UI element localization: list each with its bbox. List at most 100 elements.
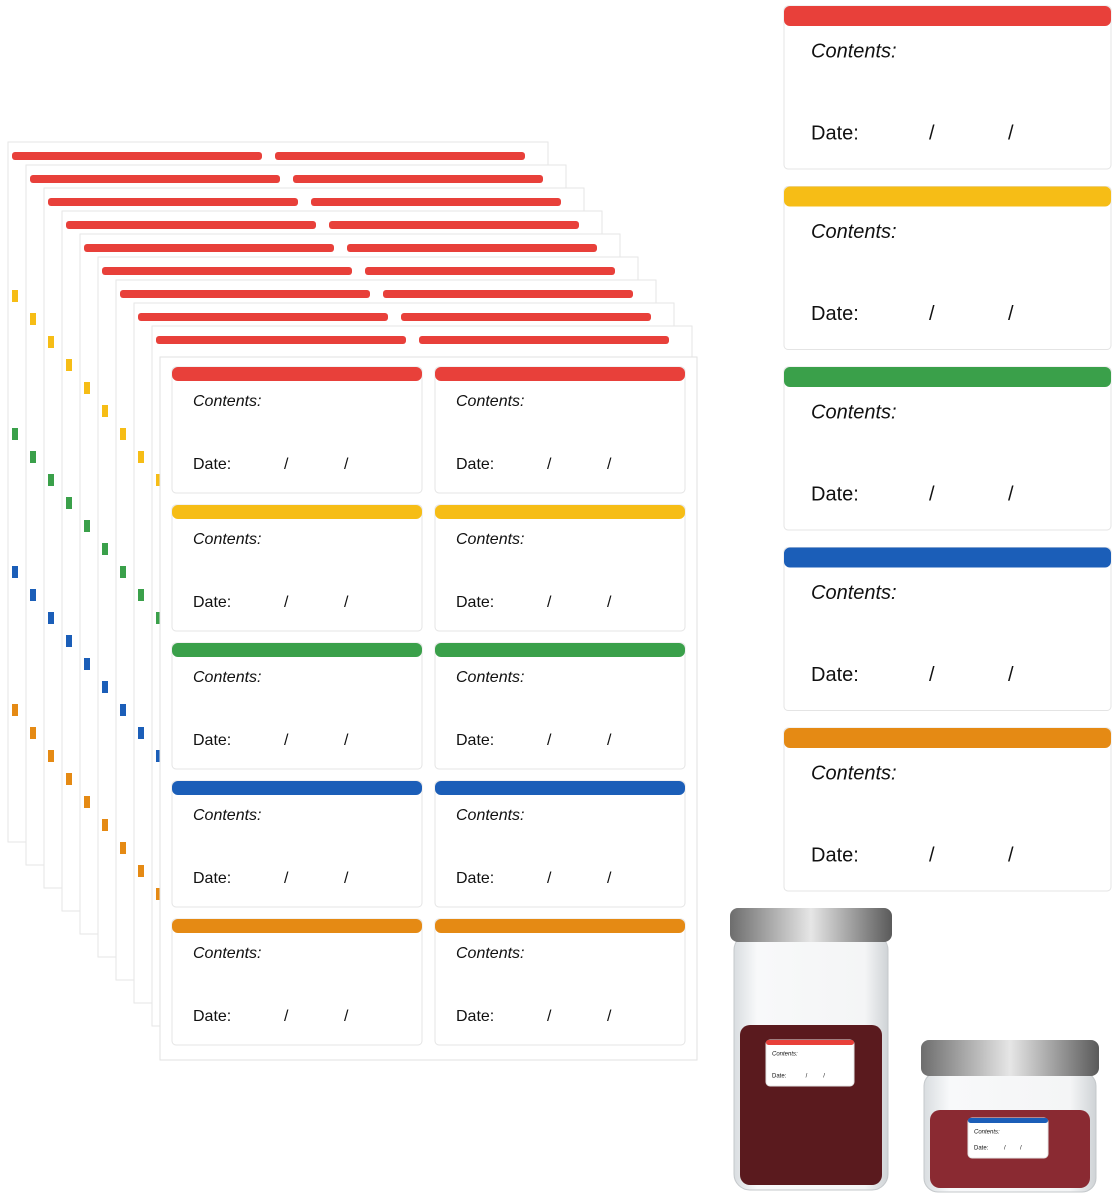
sheet-bar [12,152,262,160]
sheet-tick [66,773,72,785]
date-slash: / [607,870,612,887]
sheet-bar [120,290,370,298]
label [171,918,423,1046]
date-slash: / [607,1008,612,1025]
contents-label: Contents: [456,807,524,824]
sheet-tick [120,704,126,716]
sheet-bar [102,267,352,275]
contents-label: Contents: [811,582,897,604]
sheet-tick [120,566,126,578]
label-bar [784,186,1111,207]
sheet-bar [138,313,388,321]
sheet-bar [401,313,651,321]
label-bar [784,6,1111,26]
date-slash: / [344,870,349,887]
date-label: Date: [456,594,494,611]
date-label: Date: [456,456,494,473]
contents-label: Contents: [772,1052,798,1058]
contents-label: Contents: [456,945,524,962]
date-label: Date: [193,1008,231,1025]
label-bar [172,781,422,795]
date-slash: / [547,594,552,611]
date-slash: / [823,1074,825,1080]
contents-label: Contents: [811,221,897,243]
sheet-tick [48,336,54,348]
date-slash: / [1008,844,1014,866]
front-sheet: Contents: Date: / / Contents: Date: / / Contents… [159,356,698,1061]
label [171,780,423,908]
sheet-tick [102,819,108,831]
sheet-bar [347,244,597,252]
label-bar [784,547,1111,568]
date-slash: / [929,483,935,505]
date-slash: / [607,732,612,749]
sheet-tick [12,428,18,440]
date-slash: / [1008,303,1014,325]
label-bar [784,367,1111,387]
label [783,727,1112,892]
sheet-tick [48,612,54,624]
label-bar [435,505,685,519]
sheet-tick [66,497,72,509]
sheet-bar [293,175,543,183]
date-slash: / [1020,1146,1022,1152]
sheet-bar [66,221,316,229]
date-label: Date: [811,122,859,144]
label-bar [172,643,422,657]
label-bar [172,919,422,933]
label [434,780,686,908]
sheet-tick [138,865,144,877]
jar-lid [921,1040,1099,1076]
label [783,547,1112,711]
date-label: Date: [193,456,231,473]
label [783,366,1112,531]
sheet-tick [84,796,90,808]
jars: Contents: Date: / / Contents: Date: / / [730,908,1099,1193]
date-label: Date: [456,1008,494,1025]
contents-label: Contents: [811,40,897,62]
date-slash: / [344,732,349,749]
contents-label: Contents: [193,393,261,410]
label-bar [435,919,685,933]
label [783,186,1112,350]
date-label: Date: [811,303,859,325]
date-label: Date: [193,594,231,611]
contents-label: Contents: [193,945,261,962]
date-label: Date: [811,483,859,505]
label [171,504,423,632]
sheet-tick [66,635,72,647]
label [783,5,1112,170]
date-slash: / [806,1074,808,1080]
sheet-tick [84,658,90,670]
label [967,1117,1049,1159]
date-slash: / [929,303,935,325]
jar-lid [730,908,892,942]
sheet-tick [156,612,162,624]
large-labels: Contents: Date: / / Contents: Date: / / Contents… [783,5,1112,892]
date-slash: / [344,1008,349,1025]
label-bar [435,781,685,795]
sheet-tick [30,313,36,325]
date-slash: / [1008,483,1014,505]
contents-label: Contents: [974,1130,1000,1136]
date-slash: / [929,664,935,686]
contents-label: Contents: [193,669,261,686]
date-label: Date: [456,870,494,887]
date-slash: / [929,122,935,144]
sheet-tick [138,451,144,463]
sheet-bar [156,336,406,344]
sheet-tick [12,290,18,302]
sheet-bar [30,175,280,183]
sheet-bar [329,221,579,229]
date-slash: / [547,732,552,749]
sheet-tick [30,727,36,739]
label-bar [784,728,1111,748]
date-slash: / [547,1008,552,1025]
date-slash: / [1008,122,1014,144]
sheet-tick [30,451,36,463]
date-slash: / [284,1008,289,1025]
sheet-tick [156,888,162,900]
sheet-tick [102,405,108,417]
sheet-tick [156,750,162,762]
